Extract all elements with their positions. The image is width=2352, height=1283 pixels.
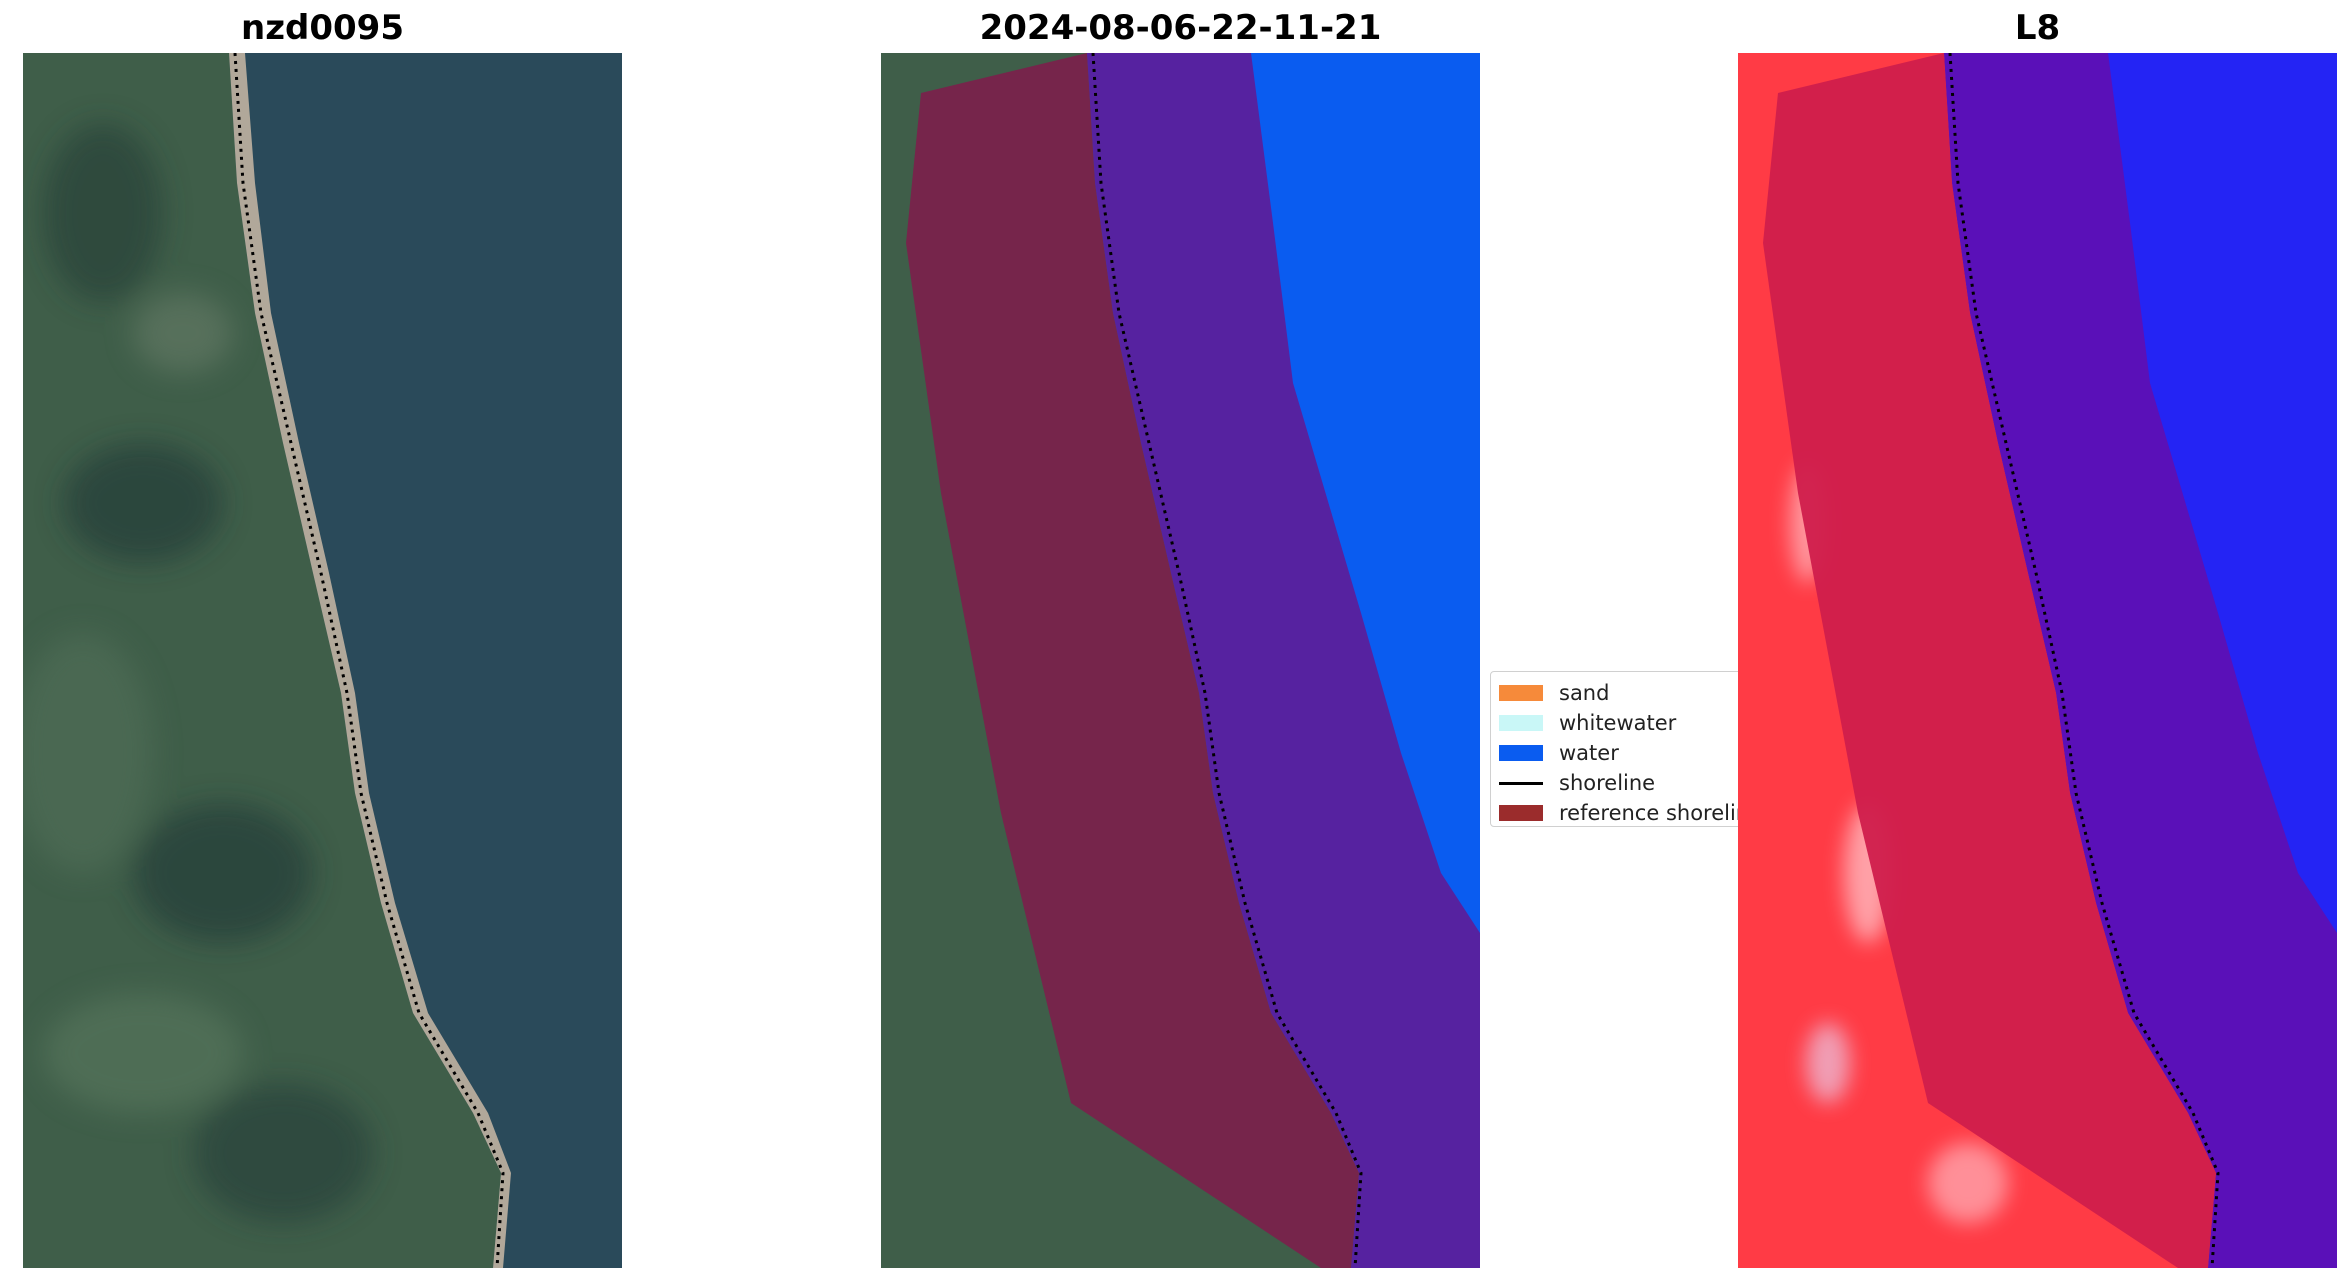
land-area (23, 53, 501, 1268)
legend-item: sand (1499, 678, 1609, 708)
buffer-land-zone (906, 53, 1359, 1268)
legend-label: reference shoreline (1559, 801, 1763, 825)
title-date: 2024-08-06-22-11-21 (979, 8, 1382, 48)
classification-panel (881, 53, 1480, 1268)
title-site: nzd0095 (241, 8, 404, 48)
index-buffer-land-zone (1763, 53, 2216, 1268)
legend-item: reference shoreline (1499, 798, 1762, 828)
shoreline (233, 53, 505, 1268)
index-buffer-water-zone (1944, 53, 2337, 1268)
legend-swatch (1499, 685, 1543, 701)
shoreline (1091, 53, 1363, 1268)
legend-label: whitewater (1559, 711, 1677, 735)
legend-label: shoreline (1559, 771, 1656, 795)
title-satellite: L8 (2014, 8, 2061, 48)
legend-label: water (1559, 741, 1619, 765)
legend-item: shoreline (1499, 768, 1655, 798)
index-image (1738, 53, 2337, 1268)
legend-swatch (1499, 805, 1543, 821)
legend-swatch (1499, 781, 1543, 785)
legend-item: water (1499, 738, 1619, 768)
index-panel (1738, 53, 2337, 1268)
land-texture (23, 123, 373, 1223)
buffer-water-zone (1087, 53, 1480, 1268)
rgb-image-panel (23, 53, 622, 1268)
legend-label: sand (1559, 681, 1610, 705)
rgb-image (23, 53, 622, 1268)
legend-item: whitewater (1499, 708, 1676, 738)
classification-image (881, 53, 1480, 1268)
legend-swatch (1499, 715, 1543, 731)
legend: sand whitewater water shoreline reference sh… (1490, 671, 1762, 827)
shoreline (1948, 53, 2220, 1268)
legend-swatch (1499, 745, 1543, 761)
